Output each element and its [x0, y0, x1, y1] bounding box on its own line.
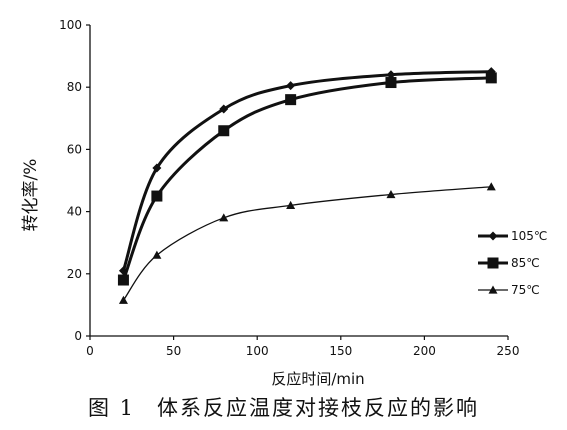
- series-group: [117, 67, 497, 304]
- x-axis-title: 反应时间/min: [271, 370, 364, 388]
- axes: 0 20 40 60 80 100 0 50 100 150 200 250: [59, 18, 519, 358]
- data-point-square: [487, 257, 499, 269]
- x-tick-label: 200: [413, 344, 436, 358]
- conversion-chart: 0 20 40 60 80 100 0 50 100 150 200 250 105℃ 85℃ 75℃ 反…: [21, 18, 547, 388]
- data-point-square: [285, 94, 297, 106]
- data-point-square: [151, 190, 163, 202]
- x-tick-label: 100: [246, 344, 269, 358]
- data-point-triangle: [286, 200, 296, 209]
- x-tick-label: 150: [329, 344, 352, 358]
- series-line: [122, 76, 492, 281]
- series-1: [117, 72, 497, 286]
- data-point-triangle: [152, 250, 162, 259]
- data-point-square: [385, 77, 397, 89]
- series-2: [118, 182, 496, 304]
- data-point-diamond: [152, 163, 162, 173]
- y-tick-label: 60: [67, 142, 82, 156]
- legend-label: 105℃: [511, 229, 547, 243]
- legend-label: 85℃: [511, 256, 540, 270]
- data-point-triangle: [219, 213, 229, 222]
- data-point-triangle: [118, 295, 128, 304]
- data-point-diamond: [488, 231, 498, 241]
- data-point-diamond: [386, 70, 396, 80]
- series-line: [122, 186, 492, 301]
- y-tick-label: 100: [59, 18, 82, 32]
- y-tick-label: 40: [67, 205, 82, 219]
- x-tick-label: 50: [166, 344, 181, 358]
- y-tick-label: 80: [67, 80, 82, 94]
- y-tick-label: 0: [74, 329, 82, 343]
- series-line: [122, 70, 492, 272]
- data-point-triangle: [386, 189, 396, 199]
- figure-number: 图 1: [87, 396, 136, 420]
- data-point-diamond: [219, 104, 229, 114]
- data-point-square: [218, 125, 230, 137]
- figure-caption-text: 体系反应温度对接枝反应的影响: [157, 396, 480, 420]
- data-point-square: [117, 274, 129, 286]
- legend-label: 75℃: [511, 283, 540, 297]
- y-tick-label: 20: [67, 267, 82, 281]
- figure-caption: 图 1 体系反应温度对接枝反应的影响: [0, 392, 567, 422]
- legend: 105℃ 85℃ 75℃: [478, 229, 547, 297]
- data-point-triangle: [488, 285, 498, 294]
- y-axis-title: 转化率/%: [21, 159, 41, 232]
- data-point-triangle: [486, 182, 496, 191]
- x-tick-label: 250: [497, 344, 520, 358]
- data-point-square: [485, 72, 497, 84]
- x-tick-label: 0: [86, 344, 94, 358]
- data-point-diamond: [286, 81, 296, 91]
